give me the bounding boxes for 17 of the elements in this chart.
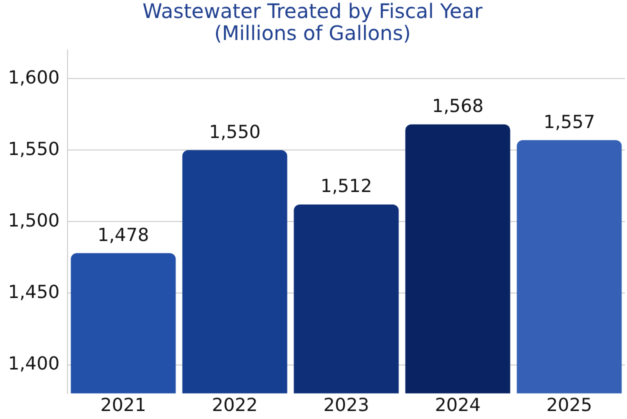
- data-label: 1,550: [209, 122, 261, 143]
- y-tick-label: 1,500: [8, 210, 60, 232]
- y-tick-label: 1,600: [8, 67, 60, 88]
- x-tick-label: 2022: [212, 394, 258, 416]
- y-tick-label: 1,400: [8, 353, 60, 374]
- text: (Millions of Gallons): [214, 21, 411, 46]
- y-tick-label: 1,550: [8, 138, 60, 160]
- x-tick-label: 2024: [434, 394, 481, 416]
- x-tick-label: 2021: [100, 394, 146, 416]
- data-label: 1,557: [543, 112, 596, 133]
- x-tick-label: 2023: [323, 394, 370, 416]
- data-label: 1,478: [98, 224, 150, 246]
- x-tick-label: 2025: [546, 394, 592, 416]
- y-tick-label: 1,450: [8, 282, 60, 303]
- data-label: 1,568: [432, 96, 484, 118]
- data-label: 1,512: [320, 176, 372, 198]
- text: Wastewater Treated by Fiscal Year: [142, 0, 482, 24]
